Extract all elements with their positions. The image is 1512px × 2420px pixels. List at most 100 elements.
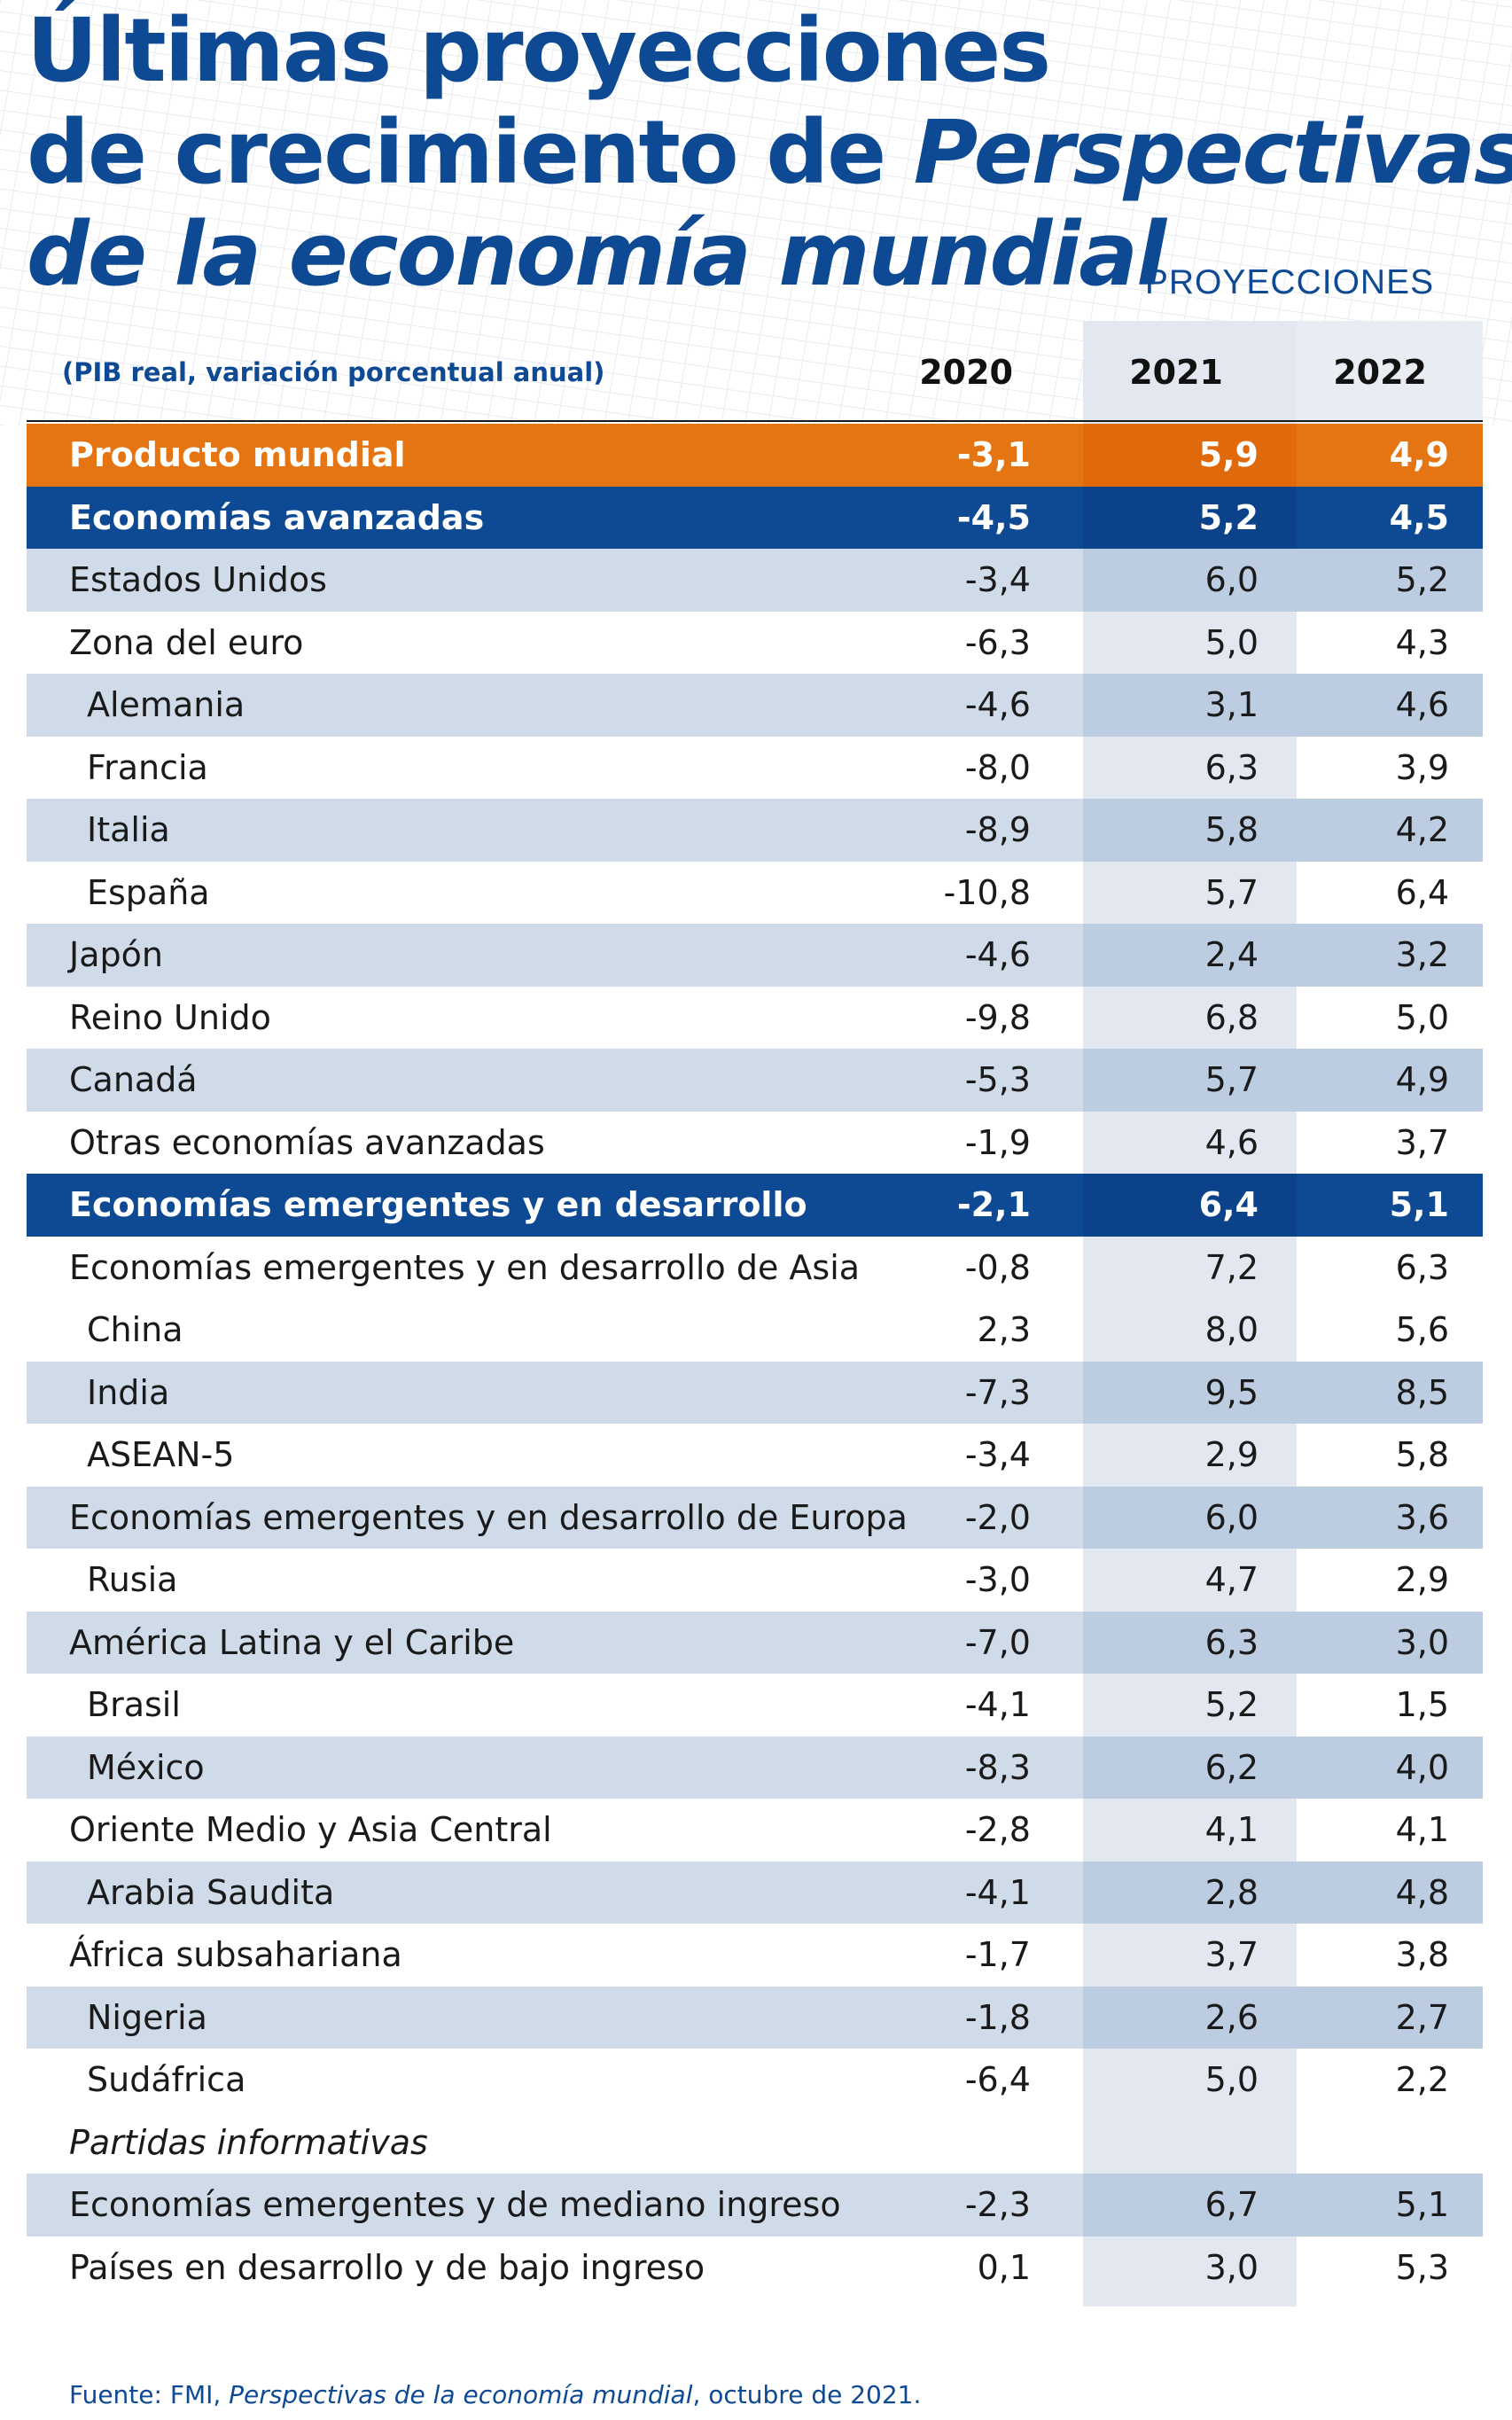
cell-shade-2021 [1083, 1486, 1297, 1549]
projections-label: PROYECCIONES [1144, 263, 1435, 301]
value-2020: -8,3 [964, 1747, 1031, 1787]
value-2022-value: 6,4 [1395, 872, 1449, 912]
table-row: Estados Unidos -3,4 6,0 5,2 [27, 549, 1483, 612]
value-2022: 4,9 [1297, 424, 1483, 487]
value-2021-value: 6,3 [1204, 747, 1259, 787]
source-note: Fuente: FMI, Perspectivas de la economía… [69, 2380, 921, 2409]
value-2021-value: 6,2 [1204, 1747, 1259, 1787]
table-row: Economías emergentes y en desarrollo de … [27, 1236, 1483, 1300]
value-2020: -1,7 [964, 1935, 1031, 1974]
cell-shade-2021 [1083, 424, 1297, 487]
column-header-2020: 2020 [919, 353, 1013, 392]
value-2021: 5,8 [1083, 799, 1297, 862]
cell-shade-2021 [1083, 861, 1297, 924]
row-label: Economías avanzadas [69, 497, 485, 537]
value-2021-value: 2,4 [1204, 935, 1259, 974]
value-2021: 6,7 [1083, 2174, 1297, 2237]
value-2021-value: 6,8 [1204, 997, 1259, 1037]
row-label: Producto mundial [69, 435, 406, 474]
title-line-3: de la economía mundial [27, 204, 1512, 306]
value-2021-value: 8,0 [1204, 1310, 1259, 1349]
value-2022: 4,5 [1297, 487, 1483, 550]
row-label: Economías emergentes y en desarrollo [69, 1185, 807, 1224]
value-2021: 3,7 [1083, 1924, 1297, 1987]
cell-shade-2021 [1083, 1361, 1297, 1424]
value-2020: -3,4 [964, 560, 1031, 599]
value-2021: 3,1 [1083, 674, 1297, 737]
value-2022: 2,9 [1297, 1549, 1483, 1612]
value-2021-value: 6,3 [1204, 1622, 1259, 1662]
value-2022-value: 2,2 [1395, 2060, 1449, 2099]
cell-shade-2022 [1297, 674, 1483, 737]
value-2022 [1297, 2112, 1483, 2174]
cell-shade-2021 [1083, 2111, 1297, 2174]
cell-shade-2021 [1083, 1674, 1297, 1737]
table-row: América Latina y el Caribe -7,0 6,3 3,0 [27, 1611, 1483, 1674]
value-2022: 4,9 [1297, 1049, 1483, 1112]
value-2021: 5,0 [1083, 612, 1297, 675]
row-label: Arabia Saudita [87, 1872, 335, 1912]
value-2022-value: 5,6 [1395, 1310, 1449, 1349]
value-2021: 4,6 [1083, 1112, 1297, 1175]
row-label: Oriente Medio y Asia Central [69, 1810, 552, 1849]
value-2021: 6,3 [1083, 737, 1297, 800]
value-2022: 4,0 [1297, 1737, 1483, 1799]
value-2021: 2,6 [1083, 1987, 1297, 2049]
value-2022-value: 2,7 [1395, 1997, 1449, 2037]
value-2022: 3,9 [1297, 737, 1483, 800]
value-2021-value: 5,2 [1198, 497, 1259, 537]
title-line-1: Últimas proyecciones [27, 0, 1051, 102]
value-2022: 5,1 [1297, 2174, 1483, 2237]
value-2022-value: 1,5 [1395, 1685, 1449, 1724]
value-2021: 6,8 [1083, 987, 1297, 1050]
value-2022-value: 2,9 [1395, 1560, 1449, 1599]
value-2022-value: 3,6 [1395, 1497, 1449, 1537]
table-row: ASEAN-5 -3,4 2,9 5,8 [27, 1424, 1483, 1487]
row-label: Partidas informativas [69, 2122, 428, 2162]
cell-shade-2021 [1083, 2174, 1297, 2237]
cell-shade-2021 [1083, 986, 1297, 1049]
row-label: Japón [69, 935, 163, 974]
cell-shade-2022 [1297, 1611, 1483, 1674]
table-row: Francia -8,0 6,3 3,9 [27, 736, 1483, 800]
cell-shade-2022 [1297, 2174, 1483, 2237]
value-2020: -4,5 [956, 497, 1031, 537]
value-2021: 6,4 [1083, 1174, 1297, 1237]
value-2020: -4,6 [964, 935, 1031, 974]
value-2020: -4,1 [964, 1685, 1031, 1724]
table-row: España -10,8 5,7 6,4 [27, 861, 1483, 924]
value-2022: 4,2 [1297, 799, 1483, 862]
cell-shade-2021 [1083, 736, 1297, 799]
value-2020: -2,0 [964, 1497, 1031, 1537]
value-2022: 6,3 [1297, 1237, 1483, 1300]
value-2021: 6,0 [1083, 549, 1297, 612]
value-2020: -2,1 [956, 1185, 1031, 1224]
value-2022: 5,6 [1297, 1299, 1483, 1362]
cell-shade-2021 [1083, 1861, 1297, 1924]
value-2022-value: 5,2 [1395, 560, 1449, 599]
table-row: Rusia -3,0 4,7 2,9 [27, 1549, 1483, 1612]
row-label: China [87, 1310, 183, 1349]
table-row: África subsahariana -1,7 3,7 3,8 [27, 1924, 1483, 1987]
value-2021: 5,7 [1083, 1049, 1297, 1112]
row-label: Estados Unidos [69, 560, 327, 599]
cell-shade-2021 [1083, 1236, 1297, 1299]
value-2021-value: 3,0 [1204, 2247, 1259, 2287]
cell-shade-2022 [1297, 1049, 1483, 1112]
value-2021: 2,4 [1083, 924, 1297, 987]
value-2022-value: 4,5 [1389, 497, 1449, 537]
table-row: China 2,3 8,0 5,6 [27, 1299, 1483, 1362]
value-2021: 2,9 [1083, 1424, 1297, 1487]
cell-shade-2021 [1083, 1611, 1297, 1674]
value-2021-value: 5,0 [1204, 2060, 1259, 2099]
value-2021-value: 4,7 [1204, 1560, 1259, 1599]
value-2021: 5,2 [1083, 1674, 1297, 1737]
row-label: India [87, 1372, 170, 1412]
value-2022: 5,0 [1297, 987, 1483, 1050]
value-2021-value: 2,6 [1204, 1997, 1259, 2037]
value-2022-value: 3,8 [1395, 1935, 1449, 1974]
value-2021-value: 6,0 [1204, 560, 1259, 599]
row-label: ASEAN-5 [87, 1435, 235, 1474]
value-2020: -7,3 [964, 1372, 1031, 1412]
row-label: Canadá [69, 1060, 198, 1099]
